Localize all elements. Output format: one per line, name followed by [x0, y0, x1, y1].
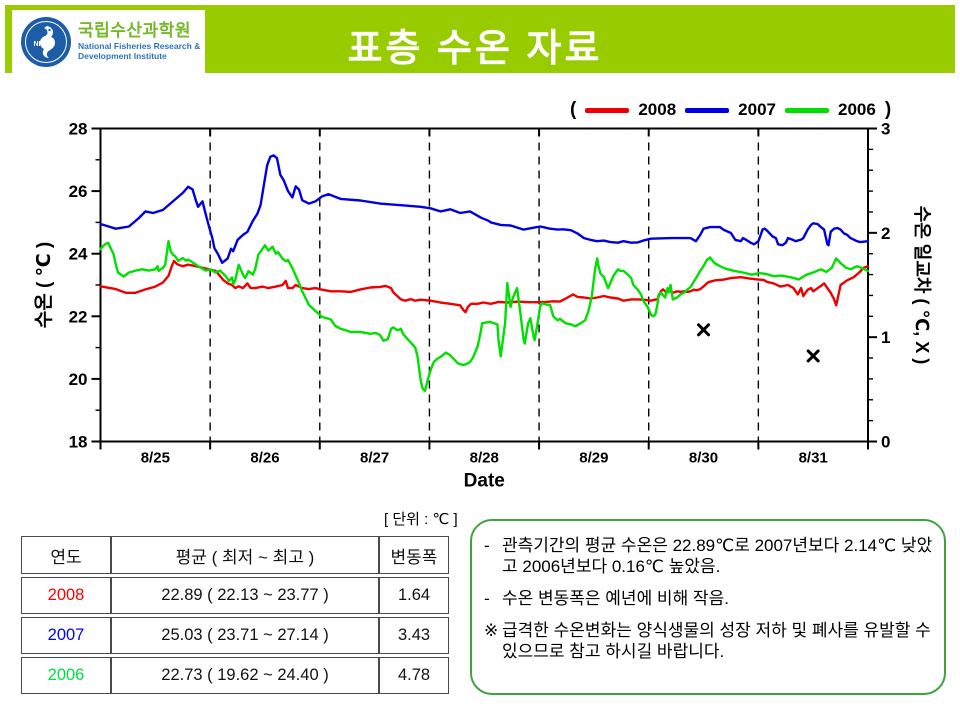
svg-text:20: 20	[69, 370, 88, 389]
avg-min-max-cell: 22.89 ( 22.13 ~ 23.77 )	[111, 577, 379, 614]
note-bullet: ※	[484, 621, 499, 640]
legend-close-paren: )	[884, 99, 892, 120]
right-axis-title: 수온 일교차 ( ℃, X )	[912, 206, 932, 365]
institute-names: 국립수산과학원 National Fisheries Research & De…	[78, 20, 201, 62]
legend-swatch-2007	[685, 107, 730, 113]
daily-range-marker-8/30	[697, 323, 711, 337]
table-header-avg: 평균 ( 최저 ~ 최고 )	[111, 536, 379, 574]
legend-label-2008: 2008	[638, 100, 677, 119]
table-header-year: 연도	[21, 536, 111, 574]
note-item-2: - 수온 변동폭은 예년에 비해 작음.	[484, 588, 934, 609]
svg-text:24: 24	[69, 245, 88, 264]
table-row-2008: 2008 22.89 ( 22.13 ~ 23.77 ) 1.64	[21, 577, 449, 614]
legend-open-paren: (	[570, 99, 577, 120]
year-cell: 2007	[21, 617, 111, 654]
note-item-1: - 관측기간의 평균 수온은 22.89℃로 2007년보다 2.14℃ 낮았고 …	[484, 535, 934, 577]
table-header-row: 연도 평균 ( 최저 ~ 최고 ) 변동폭	[21, 536, 449, 574]
svg-text:0: 0	[881, 433, 890, 452]
legend-label-2006: 2006	[837, 100, 876, 119]
svg-text:1: 1	[881, 328, 890, 347]
legend-swatch-2008	[585, 107, 630, 113]
svg-text:2: 2	[881, 224, 890, 243]
note-item-3: ※ 급격한 수온변화는 양식생물의 성장 저하 및 폐사를 유발할 수 있으므로 …	[484, 620, 934, 662]
svg-text:8/28: 8/28	[470, 450, 499, 467]
series-line-2007	[99, 154, 870, 265]
note-bullet: -	[484, 589, 490, 608]
avg-min-max-cell: 22.73 ( 19.62 ~ 24.40 )	[111, 657, 379, 694]
table-row-2007: 2007 25.03 ( 23.71 ~ 27.14 ) 3.43	[21, 617, 449, 654]
table-row-2006: 2006 22.73 ( 19.62 ~ 24.40 ) 4.78	[21, 657, 449, 694]
institute-logo: NFRDI 국립수산과학원 National Fisheries Researc…	[12, 10, 205, 73]
plot-frame	[99, 127, 869, 443]
unit-note: [ 단위 : ℃ ]	[384, 511, 458, 528]
institute-name-korean: 국립수산과학원	[78, 20, 191, 40]
year-cell: 2008	[21, 577, 111, 614]
note-text: 급격한 수온변화는 양식생물의 성장 저하 및 폐사를 유발할 수 있으므로 참…	[502, 621, 931, 661]
svg-text:28: 28	[69, 120, 88, 139]
series-line-2006	[99, 239, 870, 392]
svg-text:22: 22	[69, 307, 88, 326]
nfrdi-seal-icon: NFRDI	[21, 16, 71, 67]
svg-text:26: 26	[69, 182, 88, 201]
note-bullet: -	[484, 536, 490, 555]
svg-text:8/30: 8/30	[689, 450, 718, 467]
range-cell: 1.64	[379, 577, 449, 614]
svg-text:8/26: 8/26	[250, 450, 279, 467]
vertical-gridlines	[209, 128, 760, 442]
axis-ticks	[91, 127, 877, 450]
stats-table: 연도 평균 ( 최저 ~ 최고 ) 변동폭 2008 22.89 ( 22.13 …	[21, 533, 449, 697]
svg-text:8/25: 8/25	[141, 450, 170, 467]
svg-text:3: 3	[881, 120, 890, 139]
axis-tick-labels: 18 20 22 24 26 28 0 1 2 3 8/25 8/26 8/27 8/28 8/29 8/30…	[69, 120, 891, 467]
daily-range-marker-8/31	[806, 349, 820, 363]
left-axis-title: 수온 ( ℃ )	[33, 242, 55, 328]
range-cell: 4.78	[379, 657, 449, 694]
page-title: 표층 수온 자료	[347, 28, 603, 70]
institute-name-english-line2: Development Institute	[78, 51, 167, 62]
range-cell: 3.43	[379, 617, 449, 654]
seal-text: NFRDI	[34, 41, 55, 48]
table-header-range: 변동폭	[379, 536, 449, 574]
legend-label-2007: 2007	[738, 100, 776, 119]
note-text: 관측기간의 평균 수온은 22.89℃로 2007년보다 2.14℃ 낮았고 2…	[502, 536, 933, 576]
chart-legend: (2008 2007 2006)	[570, 99, 891, 121]
svg-text:8/27: 8/27	[360, 450, 389, 467]
legend-swatch-2006	[784, 107, 829, 113]
svg-text:8/29: 8/29	[579, 450, 608, 467]
year-cell: 2006	[21, 657, 111, 694]
svg-text:8/31: 8/31	[799, 450, 828, 467]
series-line-2008	[99, 259, 870, 314]
temperature-chart: 18 20 22 24 26 28 0 1 2 3 8/25 8/26 8/27 8/28 8/29 8/30…	[33, 120, 932, 492]
institute-name-english-line1: National Fisheries Research &	[78, 40, 201, 51]
avg-min-max-cell: 25.03 ( 23.71 ~ 27.14 )	[111, 617, 379, 654]
svg-text:18: 18	[69, 433, 88, 452]
note-text: 수온 변동폭은 예년에 비해 작음.	[502, 589, 729, 608]
x-axis-title: Date	[464, 471, 505, 492]
note-box: - 관측기간의 평균 수온은 22.89℃로 2007년보다 2.14℃ 낮았고 …	[470, 519, 946, 695]
note-list: - 관측기간의 평균 수온은 22.89℃로 2007년보다 2.14℃ 낮았고 …	[484, 535, 934, 662]
